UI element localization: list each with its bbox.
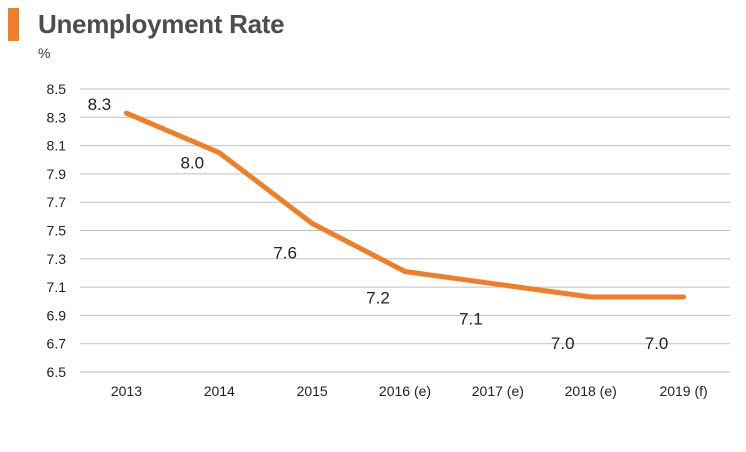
y-tick-label: 7.3: [47, 251, 67, 267]
data-label: 7.0: [645, 334, 669, 353]
x-tick-label: 2019 (f): [659, 383, 707, 399]
data-label: 7.2: [366, 289, 390, 308]
y-tick-label: 7.7: [47, 194, 67, 210]
x-tick-label: 2014: [204, 383, 235, 399]
title-accent-bar: [8, 8, 19, 41]
y-tick-label: 6.7: [47, 336, 67, 352]
y-tick-label: 8.5: [47, 81, 67, 97]
gridlines: [80, 88, 730, 373]
y-axis-tick-labels: 6.5 6.7 6.9 7.1 7.3 7.5 7.7 7.9 8.1 8.3 8.5: [47, 81, 67, 380]
x-tick-label: 2017 (e): [472, 383, 524, 399]
data-label: 8.3: [88, 95, 112, 114]
y-tick-label: 7.1: [47, 279, 67, 295]
x-tick-label: 2018 (e): [565, 383, 617, 399]
y-tick-label: 8.1: [47, 138, 67, 154]
data-label: 8.0: [180, 154, 204, 173]
data-label: 7.6: [273, 243, 297, 262]
y-tick-label: 8.3: [47, 109, 67, 125]
data-label: 7.0: [551, 334, 575, 353]
data-label: 7.1: [459, 309, 483, 328]
y-tick-label: 6.9: [47, 307, 67, 323]
x-tick-label: 2015: [297, 383, 328, 399]
series-line: [123, 110, 687, 300]
x-tick-label: 2013: [111, 383, 142, 399]
x-axis-tick-labels: 2013 2014 2015 2016 (e) 2017 (e) 2018 (e) 2019…: [111, 383, 708, 399]
y-axis-unit-label: %: [38, 45, 51, 61]
y-tick-label: 6.5: [47, 364, 67, 380]
data-labels: 8.3 8.0 7.6 7.2 7.1 7.0 7.0: [88, 95, 669, 353]
chart-title: Unemployment Rate: [38, 9, 285, 39]
y-tick-label: 7.9: [47, 166, 67, 182]
y-tick-label: 7.5: [47, 223, 67, 239]
x-tick-label: 2016 (e): [379, 383, 431, 399]
